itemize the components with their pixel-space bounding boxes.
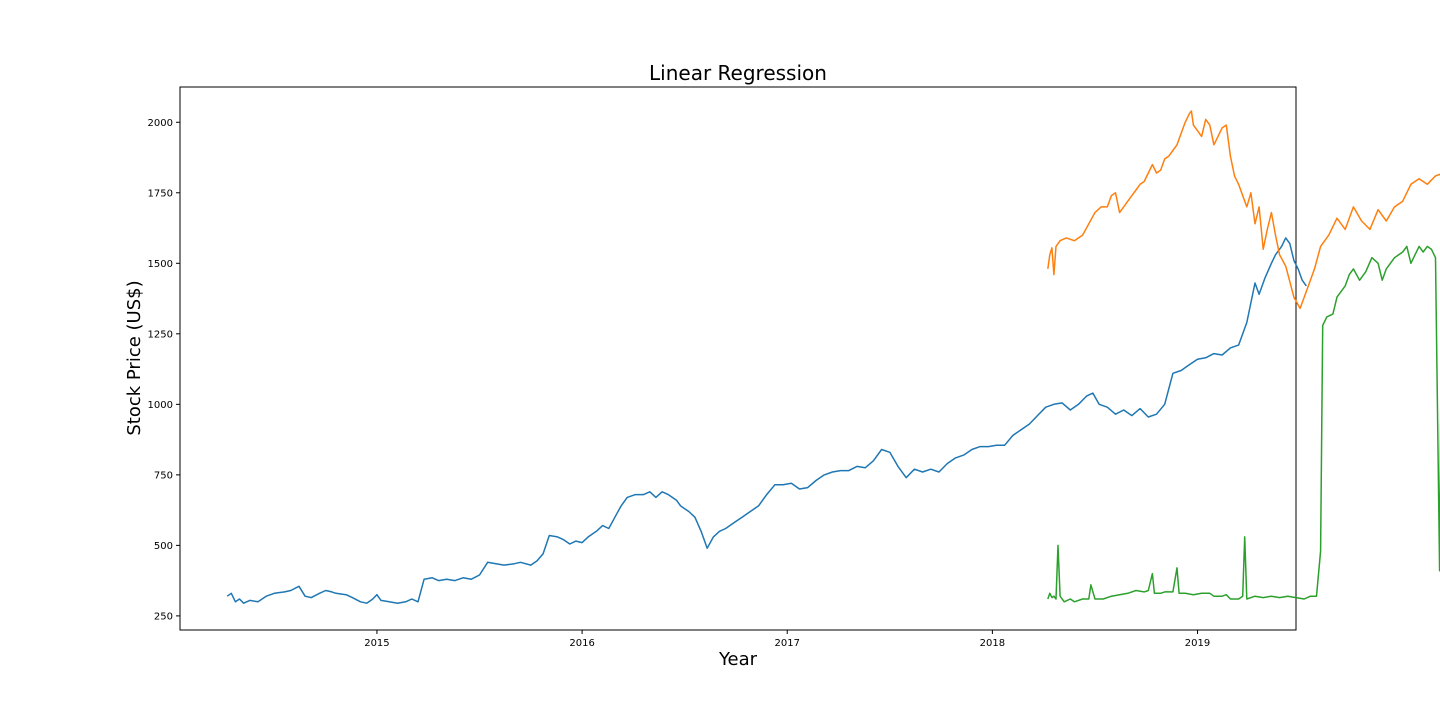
series-line-1	[226, 237, 1307, 604]
x-tick-label: 2019	[1185, 638, 1210, 649]
chart-title: Linear Regression	[649, 61, 827, 85]
y-tick-label: 1750	[148, 188, 173, 199]
series-group	[226, 110, 1440, 604]
plot-area	[179, 86, 1440, 631]
series-line-3	[1047, 245, 1440, 603]
y-tick-label: 250	[154, 611, 173, 622]
y-tick-label: 750	[154, 470, 173, 481]
x-axis-label: Year	[718, 649, 758, 670]
y-tick-label: 1000	[148, 400, 173, 411]
y-axis-label: Stock Price (US$)	[124, 280, 145, 435]
x-tick-label: 2017	[775, 638, 800, 649]
y-tick-label: 1250	[148, 329, 173, 340]
x-axis: 2015 2016 2017 2018 2019	[364, 630, 1210, 649]
y-tick-label: 500	[154, 541, 173, 552]
y-tick-label: 2000	[148, 118, 173, 129]
y-axis: 250 500 750 1000 1250 1500 1750 2000	[148, 118, 180, 622]
x-tick-label: 2018	[980, 638, 1005, 649]
x-tick-label: 2016	[569, 638, 594, 649]
plot-frame	[179, 86, 1297, 631]
y-tick-label: 1500	[148, 259, 173, 270]
series-line-2	[1047, 110, 1440, 310]
x-tick-label: 2015	[364, 638, 389, 649]
